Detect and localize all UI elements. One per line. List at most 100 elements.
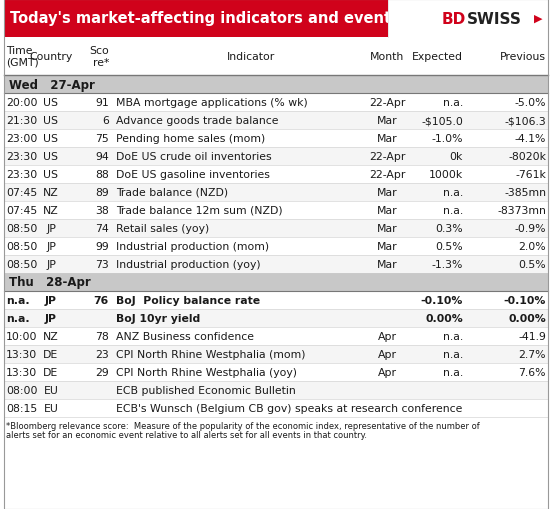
Text: *Bloomberg relevance score:  Measure of the popularity of the economic index, re: *Bloomberg relevance score: Measure of t…	[6, 421, 480, 430]
Text: Wed   27-Apr: Wed 27-Apr	[9, 78, 95, 91]
Text: 21:30: 21:30	[6, 116, 37, 126]
Text: 88: 88	[95, 169, 109, 180]
Text: DoE US crude oil inventories: DoE US crude oil inventories	[116, 152, 272, 162]
Text: -0.9%: -0.9%	[514, 223, 546, 234]
Bar	[4, 130, 548, 148]
Bar	[4, 184, 548, 202]
Text: Mar: Mar	[376, 134, 397, 144]
Text: NZ: NZ	[43, 188, 59, 197]
Text: US: US	[44, 169, 59, 180]
Text: 23:30: 23:30	[6, 152, 37, 162]
Text: Apr: Apr	[378, 349, 396, 359]
Text: JP: JP	[46, 242, 56, 251]
Text: 75: 75	[95, 134, 109, 144]
Text: 91: 91	[95, 98, 109, 108]
Text: 76: 76	[94, 295, 109, 305]
Text: Mar: Mar	[376, 188, 397, 197]
Text: Trade balance (NZD): Trade balance (NZD)	[116, 188, 228, 197]
Text: 20:00: 20:00	[6, 98, 38, 108]
Text: 07:45: 07:45	[6, 206, 37, 216]
Bar	[4, 165, 548, 184]
Text: JP: JP	[46, 260, 56, 269]
Text: NZ: NZ	[43, 206, 59, 216]
Text: 0.00%: 0.00%	[508, 314, 546, 323]
Text: -1.0%: -1.0%	[432, 134, 463, 144]
Text: Thu   28-Apr: Thu 28-Apr	[9, 276, 91, 289]
Text: Today's market-affecting indicators and events: Today's market-affecting indicators and …	[10, 12, 400, 26]
Text: MBA mortgage applications (% wk): MBA mortgage applications (% wk)	[116, 98, 308, 108]
Text: -$105.0: -$105.0	[421, 116, 463, 126]
Bar	[4, 345, 548, 363]
Text: n.a.: n.a.	[443, 349, 463, 359]
Text: Time
(GMT): Time (GMT)	[6, 46, 39, 68]
Text: 08:50: 08:50	[6, 260, 38, 269]
Text: DoE US gasoline inventories: DoE US gasoline inventories	[116, 169, 270, 180]
Bar	[4, 38, 548, 76]
Bar	[4, 219, 548, 238]
Text: 0.5%: 0.5%	[436, 242, 463, 251]
Text: 08:50: 08:50	[6, 242, 38, 251]
Bar	[4, 381, 548, 399]
Text: 29: 29	[95, 367, 109, 377]
Text: -0.10%: -0.10%	[503, 295, 546, 305]
Text: 08:00: 08:00	[6, 385, 38, 395]
Text: 7.6%: 7.6%	[518, 367, 546, 377]
Text: JP: JP	[46, 223, 56, 234]
Bar	[4, 76, 548, 94]
Text: 10:00: 10:00	[6, 331, 38, 342]
Text: 89: 89	[95, 188, 109, 197]
Text: CPI North Rhine Westphalia (yoy): CPI North Rhine Westphalia (yoy)	[116, 367, 297, 377]
Bar	[4, 0, 548, 38]
Text: Mar: Mar	[376, 116, 397, 126]
Text: EU: EU	[44, 403, 59, 413]
Bar	[4, 273, 548, 292]
Text: Trade balance 12m sum (NZD): Trade balance 12m sum (NZD)	[116, 206, 283, 216]
Text: 08:50: 08:50	[6, 223, 38, 234]
Text: 2.0%: 2.0%	[518, 242, 546, 251]
Text: 2.7%: 2.7%	[518, 349, 546, 359]
Text: 0k: 0k	[450, 152, 463, 162]
Text: -0.10%: -0.10%	[421, 295, 463, 305]
Text: 22-Apr: 22-Apr	[369, 98, 405, 108]
Text: Mar: Mar	[376, 223, 397, 234]
Text: -4.1%: -4.1%	[514, 134, 546, 144]
Text: Mar: Mar	[376, 260, 397, 269]
Text: 13:30: 13:30	[6, 349, 37, 359]
Text: 78: 78	[95, 331, 109, 342]
Text: JP: JP	[45, 314, 57, 323]
Text: Country: Country	[29, 52, 73, 62]
Text: CPI North Rhine Westphalia (mom): CPI North Rhine Westphalia (mom)	[116, 349, 305, 359]
Text: 99: 99	[95, 242, 109, 251]
Text: ECB's Wunsch (Belgium CB gov) speaks at research conference: ECB's Wunsch (Belgium CB gov) speaks at …	[116, 403, 463, 413]
Text: 23:30: 23:30	[6, 169, 37, 180]
Text: 38: 38	[95, 206, 109, 216]
Text: Pending home sales (mom): Pending home sales (mom)	[116, 134, 266, 144]
Text: EU: EU	[44, 385, 59, 395]
Text: 13:30: 13:30	[6, 367, 37, 377]
Text: -5.0%: -5.0%	[514, 98, 546, 108]
Text: -8020k: -8020k	[508, 152, 546, 162]
Text: Apr: Apr	[378, 331, 396, 342]
Text: 0.5%: 0.5%	[518, 260, 546, 269]
Text: Month: Month	[370, 52, 404, 62]
Bar	[4, 292, 548, 309]
Text: 22-Apr: 22-Apr	[369, 169, 405, 180]
Bar	[4, 399, 548, 417]
Bar	[4, 363, 548, 381]
Text: -385mn: -385mn	[504, 188, 546, 197]
Text: Mar: Mar	[376, 206, 397, 216]
Text: n.a.: n.a.	[6, 295, 30, 305]
Bar	[4, 417, 548, 445]
Text: DE: DE	[44, 367, 59, 377]
Text: 23:00: 23:00	[6, 134, 38, 144]
Text: n.a.: n.a.	[443, 206, 463, 216]
Bar	[4, 94, 548, 112]
Text: alerts set for an economic event relative to all alerts set for all events in th: alerts set for an economic event relativ…	[6, 430, 367, 439]
Text: -1.3%: -1.3%	[432, 260, 463, 269]
Text: 1000k: 1000k	[429, 169, 463, 180]
Text: Industrial production (yoy): Industrial production (yoy)	[116, 260, 261, 269]
Text: Indicator: Indicator	[227, 52, 275, 62]
Text: n.a.: n.a.	[6, 314, 30, 323]
Text: BD: BD	[442, 12, 466, 26]
Text: DE: DE	[44, 349, 59, 359]
